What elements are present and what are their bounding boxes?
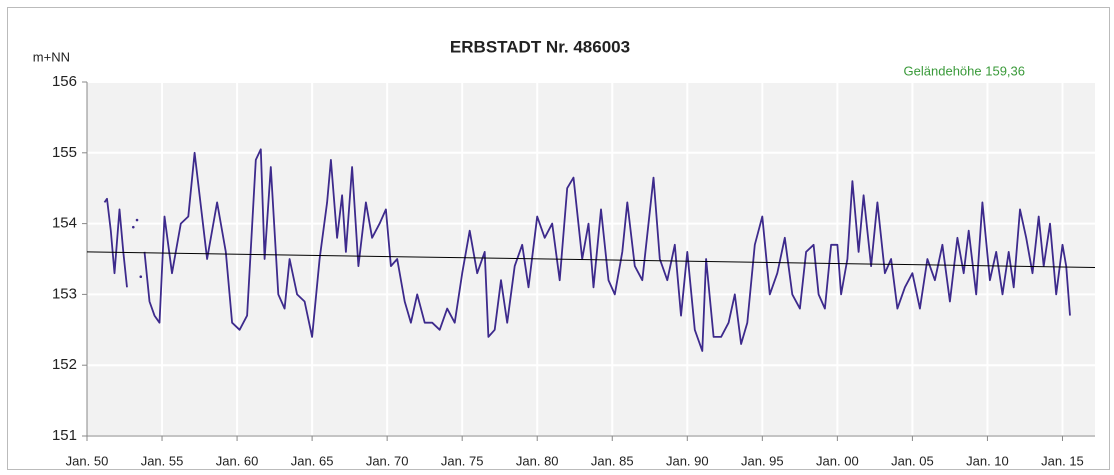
chart-title: ERBSTADT Nr. 486003 <box>450 37 630 56</box>
annotation: Geländehöhe 159,36 <box>904 63 1025 78</box>
x-tick-label: Jan. 10 <box>966 453 1009 468</box>
x-tick-label: Jan. 90 <box>666 453 709 468</box>
x-tick-label: Jan. 70 <box>366 453 409 468</box>
x-tick-label: Jan. 15 <box>1041 453 1084 468</box>
x-tick-label: Jan. 05 <box>891 453 934 468</box>
x-tick-label: Jan. 85 <box>591 453 634 468</box>
data-line-point <box>139 275 143 279</box>
x-tick-label: Jan. 00 <box>816 453 859 468</box>
data-line <box>103 197 128 288</box>
x-tick-label: Jan. 75 <box>441 453 484 468</box>
trend-line <box>86 251 1096 268</box>
y-tick-label: 155 <box>52 144 77 161</box>
y-tick-label: 154 <box>52 215 77 232</box>
x-tick-label: Jan. 80 <box>516 453 559 468</box>
data-line-point <box>131 225 135 229</box>
x-tick-label: Jan. 65 <box>291 453 334 468</box>
x-tick-label: Jan. 50 <box>66 453 109 468</box>
x-tick-label: Jan. 55 <box>141 453 184 468</box>
x-tick-label: Jan. 60 <box>216 453 259 468</box>
y-tick-label: 156 <box>52 73 77 90</box>
data-line <box>143 148 1071 352</box>
data-line-point <box>135 218 139 222</box>
x-tick-label: Jan. 95 <box>741 453 784 468</box>
y-axis-label: m+NN <box>33 49 70 64</box>
y-tick-label: 151 <box>52 427 77 444</box>
y-tick-label: 153 <box>52 285 77 302</box>
y-tick-label: 152 <box>52 356 77 373</box>
